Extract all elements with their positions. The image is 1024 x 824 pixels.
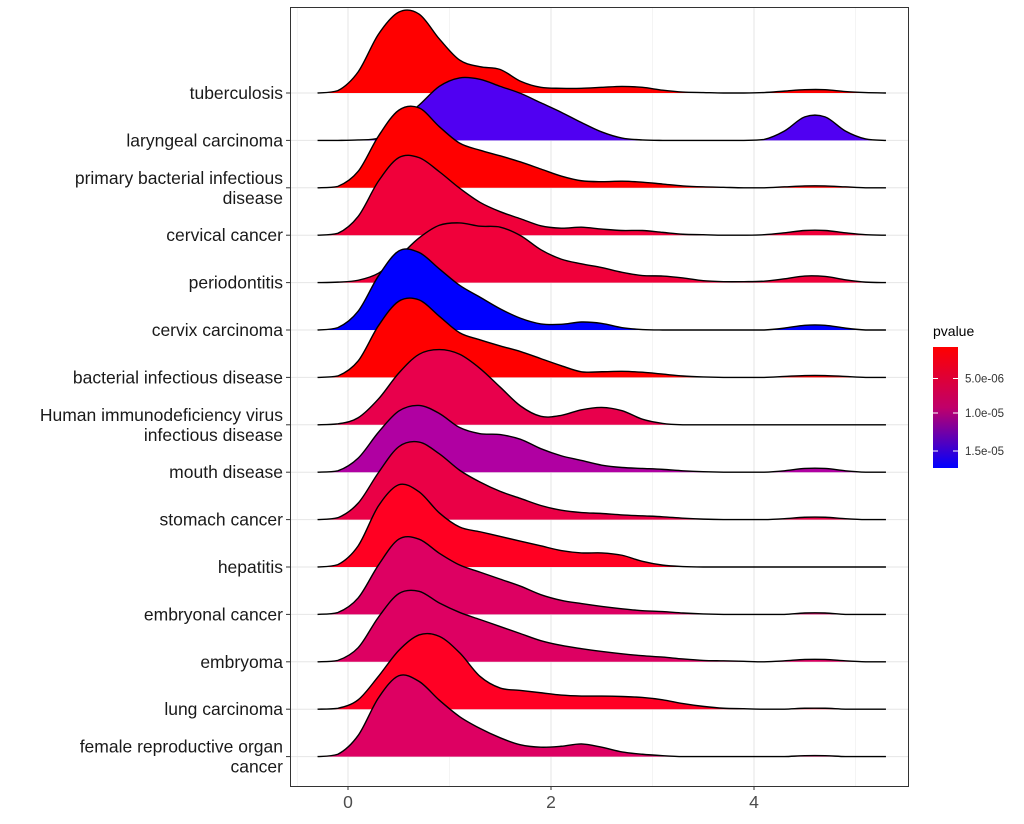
y-tick-label: embryonal cancer [144,604,283,624]
y-tick-label: primary bacterial infectious disease [75,168,283,208]
y-axis: tuberculosis laryngeal carcinoma primary b… [40,83,290,777]
ridge-embryonal-cancer [317,535,886,616]
x-tick-label: 2 [546,792,556,812]
ridge-cervix-carcinoma [317,248,886,331]
ridge-outline [317,248,886,331]
legend-tick-label: 1.5e-05 [965,446,1004,458]
x-tick-label: 0 [343,792,353,812]
legend-colorbar [933,347,958,468]
legend-tick-label: 5.0e-06 [965,374,1004,386]
ridge-fill [317,77,886,141]
legend-tick-label: 1.0e-05 [965,408,1004,420]
ridge-outline [317,297,886,379]
ridge-tuberculosis [317,9,886,94]
ridge-outline [317,674,886,758]
ridge-fill [317,106,886,188]
legend: pvalue 5.0e-06 1.0e-05 1.5e-05 [933,323,1004,468]
ridge-fill [317,441,886,520]
x-axis: 0 2 4 [343,786,759,812]
ridge-fill [317,674,886,757]
ridge-primary-bacterial-infectious-disease [317,105,886,189]
y-tick-label: tuberculosis [190,83,284,103]
ridge-periodontitis [317,222,886,284]
ridge-fill [317,10,886,93]
y-tick-label: stomach cancer [159,510,283,530]
legend-title: pvalue [933,323,974,339]
ridge-embryoma [317,589,886,663]
ridge-lung-carcinoma [317,632,886,710]
y-tick-label: cervix carcinoma [152,320,284,340]
ridge-outline [317,222,886,284]
y-tick-label: periodontitis [189,273,284,293]
y-tick-label: mouth disease [169,462,283,482]
ridge-female-reproductive-organ-cancer [317,674,886,758]
y-tick-label: embryoma [200,652,283,672]
ridge-fill [317,536,886,615]
ridge-cervical-cancer [317,154,886,236]
ridge-fill [317,248,886,330]
ridge-fill [317,633,886,710]
ridge-outline [317,9,886,94]
ridge-fill [317,484,886,567]
y-tick-label: bacterial infectious disease [73,367,283,387]
ridge-fill [317,155,886,236]
panel-border [290,7,909,787]
ridge-mouth-disease [317,404,886,473]
x-tick-label: 4 [749,792,759,812]
ridge-outline [317,154,886,236]
ridges [317,9,886,758]
ridge-outline [317,632,886,710]
ridge-fill [317,405,886,473]
ridge-outline [317,404,886,473]
ridge-fill [317,222,886,283]
y-tick-label: laryngeal carcinoma [126,130,283,150]
ridge-fill [317,590,886,662]
ridge-fill [317,349,886,425]
ridge-human-immunodeficiency-virus-infectious-disease [317,348,886,426]
ridge-outline [317,348,886,426]
y-tick-label: hepatitis [218,557,283,577]
ridge-outline [317,440,886,521]
ridge-outline [317,483,886,568]
ridge-outline [317,535,886,616]
ridge-outline [317,589,886,663]
y-tick-label: cervical cancer [166,225,283,245]
y-tick-label: female reproductive organ cancer [80,737,283,777]
ridge-stomach-cancer [317,440,886,521]
y-tick-label: Human immunodeficiency virus infectious d… [40,405,283,445]
ridge-hepatitis [317,483,886,568]
ridge-outline [317,105,886,189]
y-tick-label: lung carcinoma [164,699,283,719]
